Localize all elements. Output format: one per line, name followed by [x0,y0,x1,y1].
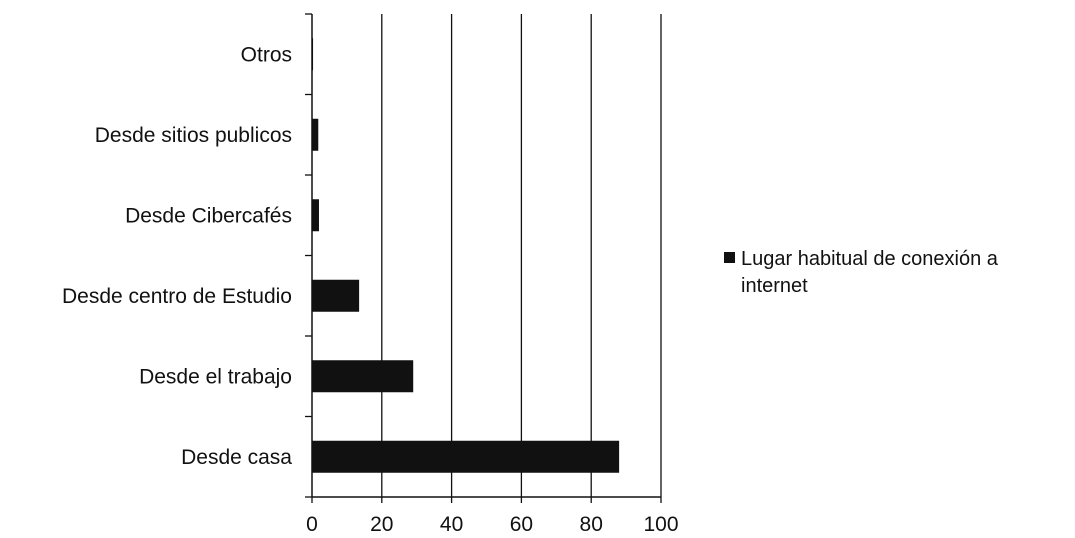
gridlines [381,14,662,497]
legend-label-line-1: Lugar habitual de conexión a [741,248,999,270]
legend: Lugar habitual de conexión a internet [724,248,999,297]
x-tick-label-0: 0 [306,513,318,536]
bar-3 [312,279,360,312]
bar-4 [312,360,414,393]
x-tick-label-5: 100 [643,513,678,536]
category-label-2: Desde Cibercafés [125,204,292,227]
bar-5 [312,440,620,473]
legend-label-line-2: internet [741,275,808,297]
bars [312,38,620,473]
legend-swatch [724,252,735,263]
bar-2 [312,199,319,232]
category-label-5: Desde casa [181,446,292,469]
category-label-3: Desde centro de Estudio [62,285,292,308]
category-label-4: Desde el trabajo [139,365,292,388]
x-tick-label-2: 40 [440,513,463,536]
category-label-1: Desde sitios publicos [95,124,292,147]
axes [305,13,662,503]
x-tick-label-1: 20 [370,513,393,536]
x-tick-labels: 0 20 40 60 80 100 [306,513,678,536]
x-tick-label-4: 80 [580,513,603,536]
category-labels: Otros Desde sitios publicos Desde Cibercaf… [62,43,292,469]
bar-1 [312,118,319,151]
category-label-0: Otros [241,43,292,66]
x-tick-label-3: 60 [510,513,533,536]
